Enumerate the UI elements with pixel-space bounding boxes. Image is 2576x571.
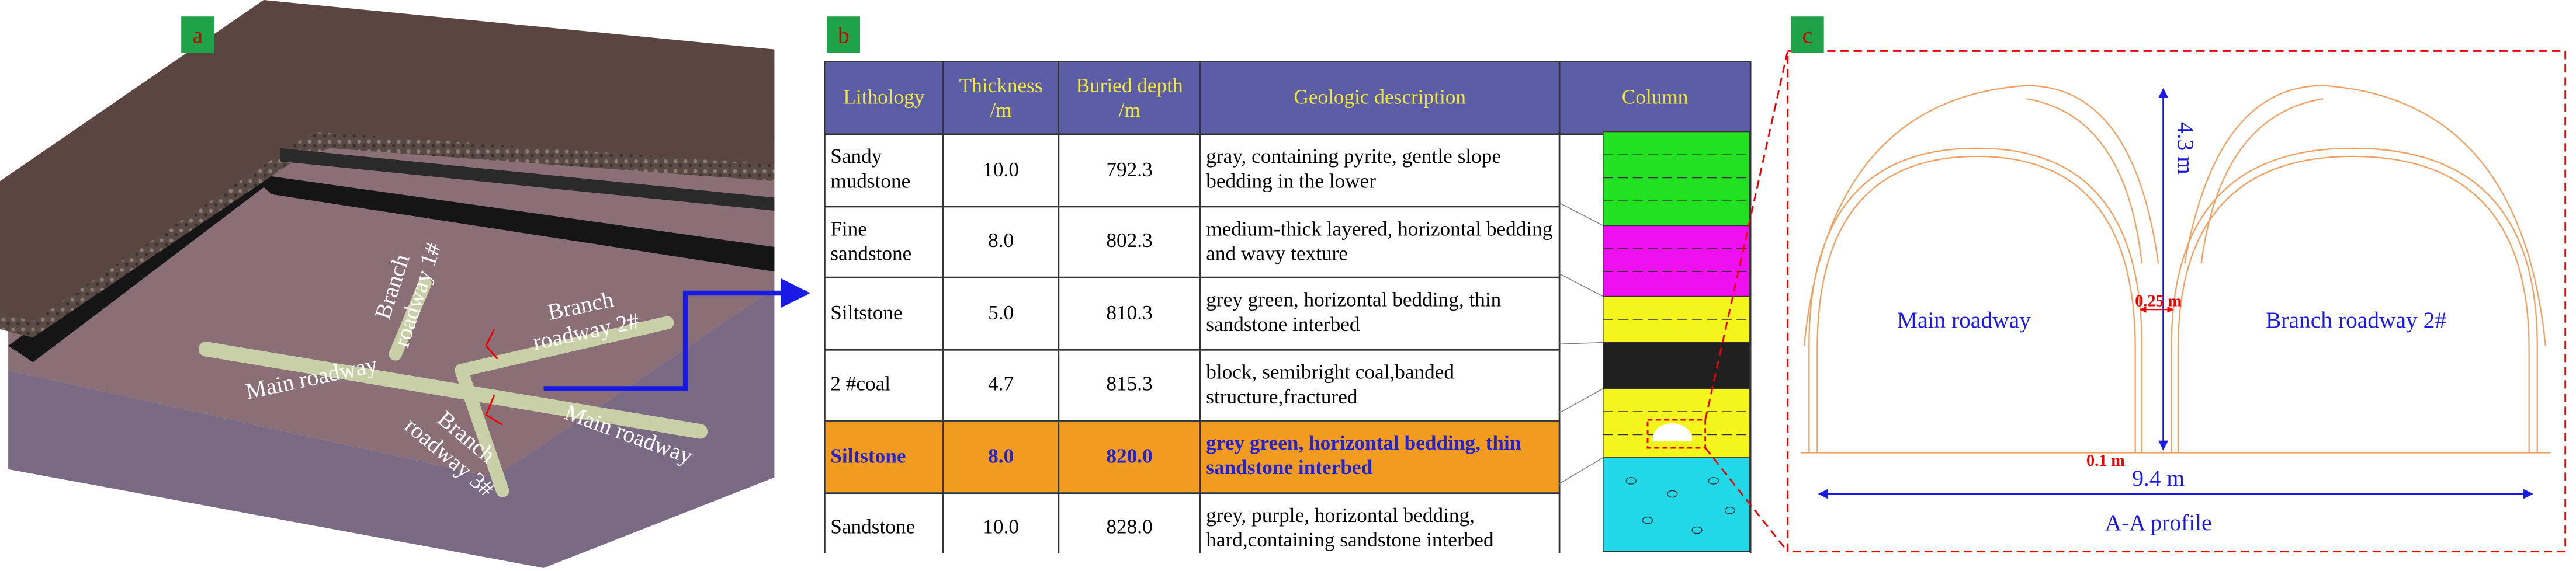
header-cell: Column [1558, 61, 1752, 135]
width-label: 9.4 m [2132, 465, 2185, 491]
branch-label: Branch roadway 2# [2266, 307, 2446, 333]
panel-a: Branchroadway 1# Branchroadway 2# Main r… [0, 0, 775, 568]
table-cell: gray, containing pyrite, gentle slope be… [1199, 133, 1561, 207]
table-cell: 2 #coal [823, 348, 944, 422]
table-cell: 792.3 [1058, 133, 1201, 207]
table-row: Siltstone 8.0 820.0 grey green, horizontal … [823, 420, 1752, 493]
model-side [8, 288, 775, 568]
height-label: 4.3 m [2173, 122, 2199, 175]
table-cell: Fine sandstone [823, 205, 944, 278]
panel-tag: c [1802, 22, 1813, 48]
panel-tag: b [838, 22, 850, 48]
pillar-label: 0.25 m [2135, 293, 2182, 311]
tag-box [1791, 16, 1824, 53]
table-cell: Siltstone [823, 276, 944, 350]
table-cell: 10.0 [942, 491, 1060, 553]
roadways [198, 276, 708, 497]
table-cell: 10.0 [942, 133, 1060, 207]
table-cell: 802.3 [1058, 205, 1201, 278]
header-cell: Geologic description [1199, 61, 1561, 135]
table-cell: 820.0 [1058, 420, 1201, 493]
header-cell: Thickness /m [942, 61, 1060, 135]
tag-box [181, 16, 214, 53]
table-cell: 828.0 [1058, 491, 1201, 553]
table-cell: 815.3 [1058, 348, 1201, 422]
header-cell: Lithology [823, 61, 944, 135]
profile-caption: A-A profile [2105, 510, 2212, 535]
link-arrow [543, 278, 810, 391]
header-row: Lithology Thickness /m Buried depth /m Geol… [823, 61, 1752, 135]
coal-seam [247, 173, 775, 272]
floor-label: 0.1 m [2086, 452, 2125, 470]
table-cell: Siltstone [823, 420, 944, 493]
table-cell: 8.0 [942, 420, 1060, 493]
table-cell: Sandy mudstone [823, 133, 944, 207]
table-cell: 810.3 [1058, 276, 1201, 350]
roadway-profile [1801, 85, 2551, 454]
main-label: Main roadway [1897, 307, 2031, 333]
section-mark [485, 329, 503, 426]
table-row: Siltstone 5.0 810.3 grey green, horizontal … [823, 276, 1752, 350]
table-cell: grey, purple, horizontal bedding, hard,c… [1199, 491, 1561, 553]
table-cell: 4.7 [942, 348, 1060, 422]
table-cell: grey green, horizontal bedding, thin san… [1199, 420, 1561, 493]
table-cell: grey green, horizontal bedding, thin san… [1199, 276, 1561, 350]
table-row: Sandy mudstone 10.0 792.3 gray, containing … [823, 133, 1752, 207]
tag-box [827, 16, 861, 53]
table-row: Sandstone 10.0 828.0 grey, purple, horizont… [823, 491, 1752, 553]
table-cell: block, semibright coal,banded structure,… [1199, 348, 1561, 422]
table-cell: 8.0 [942, 205, 1060, 278]
edge [280, 148, 775, 211]
table-cell: medium-thick layered, horizontal bedding… [1199, 205, 1561, 278]
column-graphic [1558, 131, 1750, 552]
roof-rock [0, 0, 775, 321]
panel-tag: a [193, 22, 203, 48]
table-cell: 5.0 [942, 276, 1060, 350]
header-cell: Buried depth /m [1058, 61, 1201, 135]
table-cell: Sandstone [823, 491, 944, 553]
zoom-lines [1704, 50, 2567, 553]
